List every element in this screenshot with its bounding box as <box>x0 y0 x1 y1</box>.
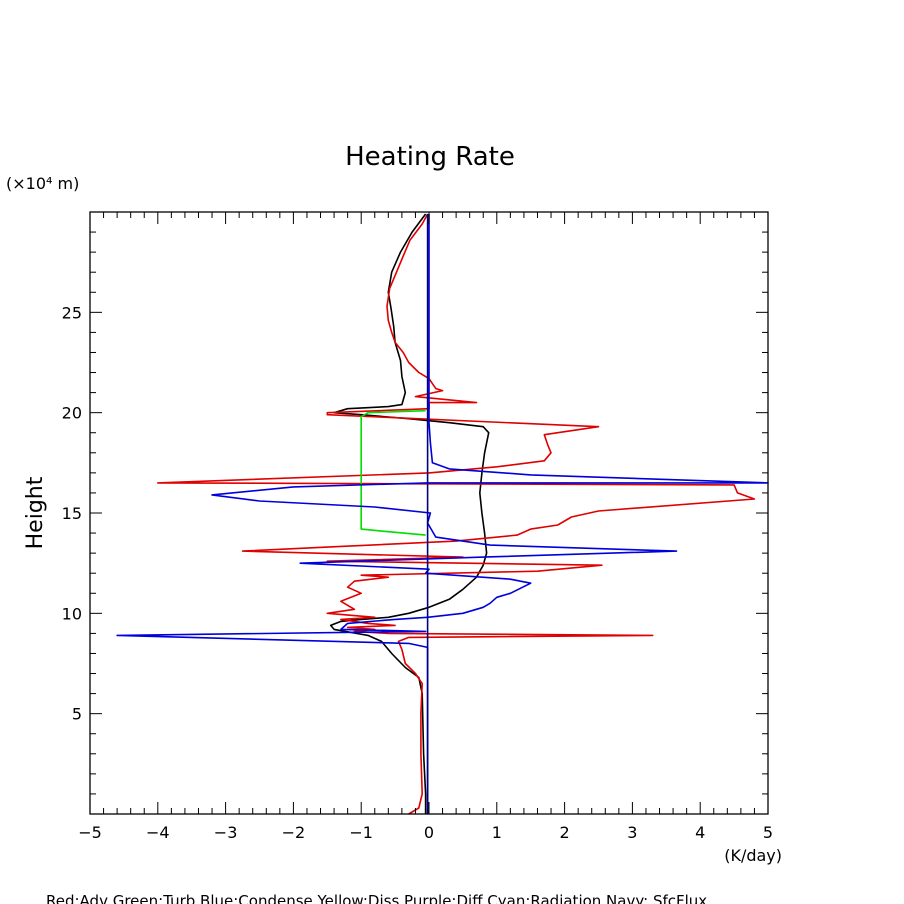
legend-text: Red:Adv Green:Turb Blue:Condense Yellow:… <box>46 892 707 904</box>
x-tick-label: −5 <box>78 823 102 842</box>
series-layer <box>116 213 769 815</box>
y-axis-label: Height <box>23 476 48 549</box>
y-tick-label: 20 <box>62 404 82 423</box>
series-line-2 <box>157 213 756 815</box>
x-tick-label: 5 <box>763 823 773 842</box>
x-unit-label: (K/day) <box>724 846 782 865</box>
y-tick-label: 25 <box>62 303 82 322</box>
series-line-1 <box>329 213 490 814</box>
y-tick-label: 10 <box>62 604 82 623</box>
x-tick-label: −4 <box>146 823 170 842</box>
x-tick-label: −3 <box>214 823 238 842</box>
series-line-4 <box>116 214 769 814</box>
x-tick-label: 3 <box>627 823 637 842</box>
y-tick-label: 5 <box>72 705 82 724</box>
axes-layer: −5 −4 −3 −2 −1 0 1 2 3 4 5 5 10 15 20 25 <box>62 211 773 842</box>
x-tick-label: 2 <box>560 823 570 842</box>
x-tick-label: −1 <box>349 823 373 842</box>
y-unit-label: (×10⁴ m) <box>6 174 79 193</box>
series-line-3 <box>360 409 426 536</box>
x-tick-label: −2 <box>282 823 306 842</box>
x-tick-label: 4 <box>695 823 705 842</box>
x-tick-label: 1 <box>492 823 502 842</box>
chart-title: Heating Rate <box>345 142 515 172</box>
y-tick-label: 15 <box>62 504 82 523</box>
x-tick-label: 0 <box>424 823 434 842</box>
